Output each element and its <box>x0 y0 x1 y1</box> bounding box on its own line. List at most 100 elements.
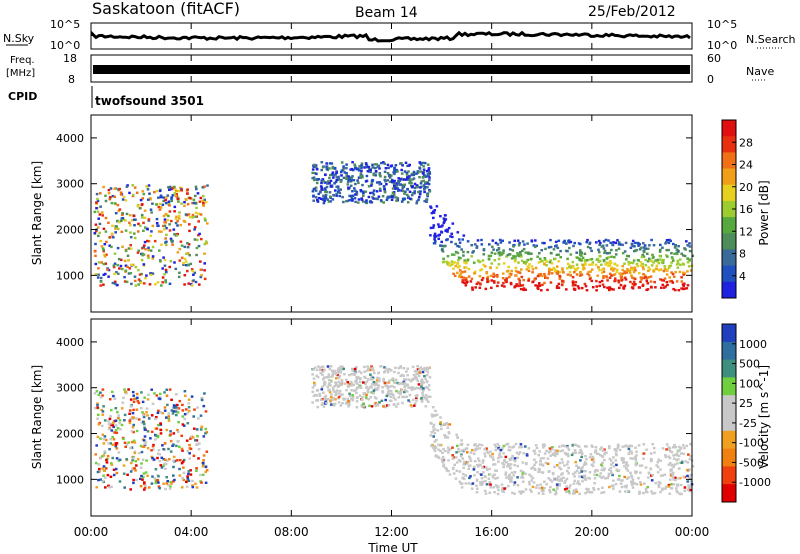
range-time-cell <box>327 398 330 401</box>
range-time-cell <box>171 243 174 246</box>
range-time-cell <box>132 478 135 482</box>
range-time-cell <box>607 472 611 476</box>
range-time-cell <box>372 193 376 196</box>
range-time-cell <box>199 213 203 216</box>
range-time-cell <box>101 388 105 391</box>
range-time-cell <box>559 256 562 259</box>
range-time-cell <box>460 486 464 489</box>
colorbar-swatch <box>722 484 736 503</box>
range-time-cell <box>624 467 628 470</box>
range-time-cell <box>629 261 633 264</box>
range-time-cell <box>549 259 552 262</box>
range-time-cell <box>406 178 410 181</box>
range-time-cell <box>108 236 112 239</box>
range-time-cell <box>408 393 412 397</box>
range-time-cell <box>421 172 425 175</box>
range-time-cell <box>122 218 125 221</box>
range-time-cell <box>662 286 666 289</box>
range-time-cell <box>395 168 399 172</box>
range-time-cell <box>96 199 100 203</box>
range-time-cell <box>501 462 504 465</box>
range-time-cell <box>316 178 319 182</box>
range-time-cell <box>104 438 108 442</box>
range-time-cell <box>138 451 141 455</box>
range-time-cell <box>668 238 671 242</box>
range-time-cell <box>184 394 187 397</box>
range-time-cell <box>151 475 154 478</box>
range-time-cell <box>370 184 373 187</box>
range-time-cell <box>426 193 429 196</box>
range-time-cell <box>367 367 370 371</box>
range-time-cell <box>402 178 405 181</box>
range-time-cell <box>452 472 456 475</box>
range-time-cell <box>372 380 376 384</box>
range-time-cell <box>378 379 381 383</box>
range-time-cell <box>466 259 469 263</box>
range-time-cell <box>566 460 570 463</box>
range-time-cell <box>609 260 612 263</box>
range-time-cell <box>447 469 450 473</box>
range-time-cell <box>97 478 100 482</box>
range-time-cell <box>452 253 456 256</box>
range-time-cell <box>371 166 374 169</box>
range-time-cell <box>329 200 332 203</box>
range-time-cell <box>509 480 512 483</box>
range-time-cell <box>506 442 510 446</box>
range-time-cell <box>110 408 113 412</box>
range-time-cell <box>680 492 683 496</box>
range-time-cell <box>349 194 353 198</box>
range-time-cell <box>576 256 579 259</box>
range-time-cell <box>507 475 511 478</box>
range-time-cell <box>631 282 635 286</box>
range-time-cell <box>627 476 630 479</box>
range-time-cell <box>192 273 195 276</box>
range-time-cell <box>460 442 464 446</box>
range-time-cell <box>377 164 381 167</box>
range-time-cell <box>518 254 521 258</box>
range-time-cell <box>435 438 438 442</box>
range-time-cell <box>597 251 601 254</box>
range-time-cell <box>366 365 369 368</box>
range-time-cell <box>565 463 569 466</box>
range-time-cell <box>607 261 610 265</box>
range-time-cell <box>189 262 193 266</box>
range-time-cell <box>549 478 552 481</box>
range-time-cell <box>393 386 396 389</box>
range-time-cell <box>396 187 400 190</box>
range-time-cell <box>662 279 665 282</box>
range-time-cell <box>614 482 618 486</box>
range-time-cell <box>490 286 493 289</box>
range-time-cell <box>527 269 531 273</box>
range-time-cell <box>170 199 173 203</box>
range-time-cell <box>549 245 553 249</box>
range-time-cell <box>393 381 396 384</box>
range-time-cell <box>528 473 531 476</box>
range-time-cell <box>391 393 395 397</box>
range-time-cell <box>451 262 455 265</box>
range-time-cell <box>481 276 485 280</box>
range-time-cell <box>158 249 161 252</box>
range-time-cell <box>613 448 617 451</box>
range-time-cell <box>522 247 526 251</box>
range-time-cell <box>502 262 506 265</box>
range-time-cell <box>618 474 621 478</box>
range-time-cell <box>611 473 614 477</box>
range-time-cell <box>544 461 548 465</box>
range-time-cell <box>659 248 662 252</box>
range-time-cell <box>417 198 420 201</box>
range-time-cell <box>578 258 581 262</box>
range-time-cell <box>579 253 582 257</box>
range-time-cell <box>124 249 128 253</box>
range-time-cell <box>170 409 174 412</box>
range-time-cell <box>156 479 159 482</box>
range-time-cell <box>96 210 100 213</box>
range-time-cell <box>571 443 575 447</box>
range-time-cell <box>101 413 104 416</box>
range-time-cell <box>354 388 358 391</box>
range-time-cell <box>368 168 371 171</box>
range-time-cell <box>586 238 589 242</box>
range-time-cell <box>94 273 98 276</box>
range-time-cell <box>447 432 451 435</box>
range-time-cell <box>145 185 148 188</box>
range-time-cell <box>203 262 206 265</box>
